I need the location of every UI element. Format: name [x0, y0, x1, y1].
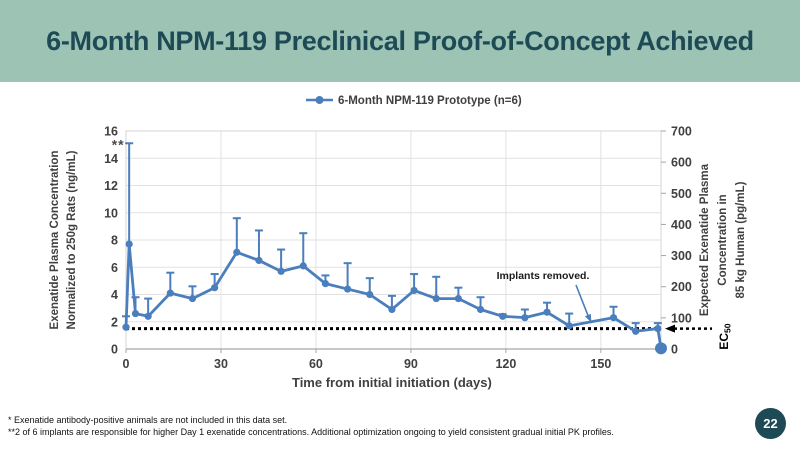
data-point: [211, 284, 219, 292]
legend-marker-dot: [315, 96, 324, 104]
left-axis-tick-label: 8: [111, 234, 118, 248]
footnotes: * Exenatide antibody-positive animals ar…: [8, 414, 728, 438]
data-point: [277, 267, 285, 275]
x-axis-title: Time from initial initiation (days): [292, 375, 492, 390]
implants-removed-arrowhead: [584, 313, 592, 323]
right-axis-tick-label: 700: [671, 125, 692, 139]
slide-header: 6-Month NPM-119 Preclinical Proof-of-Con…: [0, 0, 800, 82]
left-axis-tick-label: 0: [111, 343, 118, 357]
left-axis-tick-label: 16: [104, 125, 118, 139]
implants-removed-label: Implants removed.: [497, 270, 590, 282]
right-axis-tick-label: 400: [671, 218, 692, 232]
data-point: [131, 309, 140, 318]
data-point: [144, 312, 152, 320]
data-point: [125, 240, 133, 248]
data-point: [454, 294, 462, 303]
double-asterisk-annotation: **: [112, 137, 125, 153]
left-axis-tick-label: 12: [104, 179, 118, 193]
data-point: [565, 322, 573, 330]
x-axis-tick-label: 60: [309, 357, 323, 371]
right-axis-tick-label: 600: [671, 156, 692, 170]
data-point: [521, 314, 529, 322]
x-axis-tick-label: 150: [590, 357, 611, 371]
page-number-badge: 22: [755, 408, 786, 439]
data-point: [188, 294, 197, 303]
data-point: [255, 256, 263, 265]
data-point: [366, 290, 374, 299]
pk-chart-svg: 0 2 4 6 8 10 12 14 16 0 100 200 300 400 500 600 700 0 30 60…: [49, 95, 747, 390]
right-axis-tick-label: 100: [671, 311, 692, 325]
right-axis-tick-label: 500: [671, 187, 692, 201]
data-point: [632, 327, 640, 335]
page-number: 22: [763, 416, 778, 431]
left-axis-tick-label: 6: [111, 261, 118, 275]
data-point: [166, 289, 174, 297]
left-axis-tick-label: 10: [104, 206, 118, 220]
implants-removed-arrow: [575, 284, 590, 317]
data-point: [543, 308, 551, 316]
legend: 6-Month NPM-119 Prototype (n=6): [306, 95, 522, 107]
legend-label: 6-Month NPM-119 Prototype (n=6): [338, 95, 522, 107]
x-axis-tick-label: 0: [123, 357, 130, 371]
data-point: [233, 248, 241, 256]
right-axis-title-line: Concentration in: [717, 194, 729, 285]
x-axis-tick-label: 90: [404, 357, 418, 371]
right-axis-tick-label: 200: [671, 280, 692, 294]
right-axis-tick-label: 300: [671, 249, 692, 263]
footnote-2: **2 of 6 implants are responsible for hi…: [8, 427, 614, 437]
left-axis-tick-label: 14: [104, 152, 118, 166]
pk-chart: 0 2 4 6 8 10 12 14 16 0 100 200 300 400 500 600 700 0 30 60…: [0, 82, 800, 412]
error-bars: [122, 142, 662, 332]
data-point: [655, 342, 667, 355]
ec50-label: EC50: [717, 323, 733, 349]
left-axis-title-line: Exenatide Plasma Concentration: [49, 151, 61, 330]
data-point: [388, 305, 396, 314]
data-point: [609, 314, 618, 322]
right-axis-title-line: 85 kg Human (pg/mL): [735, 181, 747, 298]
data-point: [432, 294, 440, 303]
data-point: [343, 285, 352, 293]
data-point: [321, 280, 330, 288]
data-point: [299, 262, 307, 270]
data-point: [410, 286, 418, 295]
page-title: 6-Month NPM-119 Preclinical Proof-of-Con…: [46, 25, 754, 56]
left-axis-tick-label: 4: [111, 288, 118, 302]
data-point: [476, 305, 485, 314]
data-point: [654, 324, 662, 333]
right-axis-tick-label: 0: [671, 343, 678, 357]
right-axis-title-line: Expected Exenatide Plasma: [699, 163, 711, 316]
footnote-1: * Exenatide antibody-positive animals ar…: [8, 415, 288, 425]
data-point: [499, 312, 507, 320]
data-point: [122, 323, 130, 331]
x-axis-tick-label: 30: [214, 357, 228, 371]
ec50-arrowhead: [665, 324, 675, 333]
series-markers: [122, 240, 667, 355]
left-axis-title-line: Normalized to 250g Rats (ng/mL): [66, 150, 78, 329]
left-axis-tick-label: 2: [111, 315, 118, 329]
x-axis-tick-label: 120: [495, 357, 516, 371]
